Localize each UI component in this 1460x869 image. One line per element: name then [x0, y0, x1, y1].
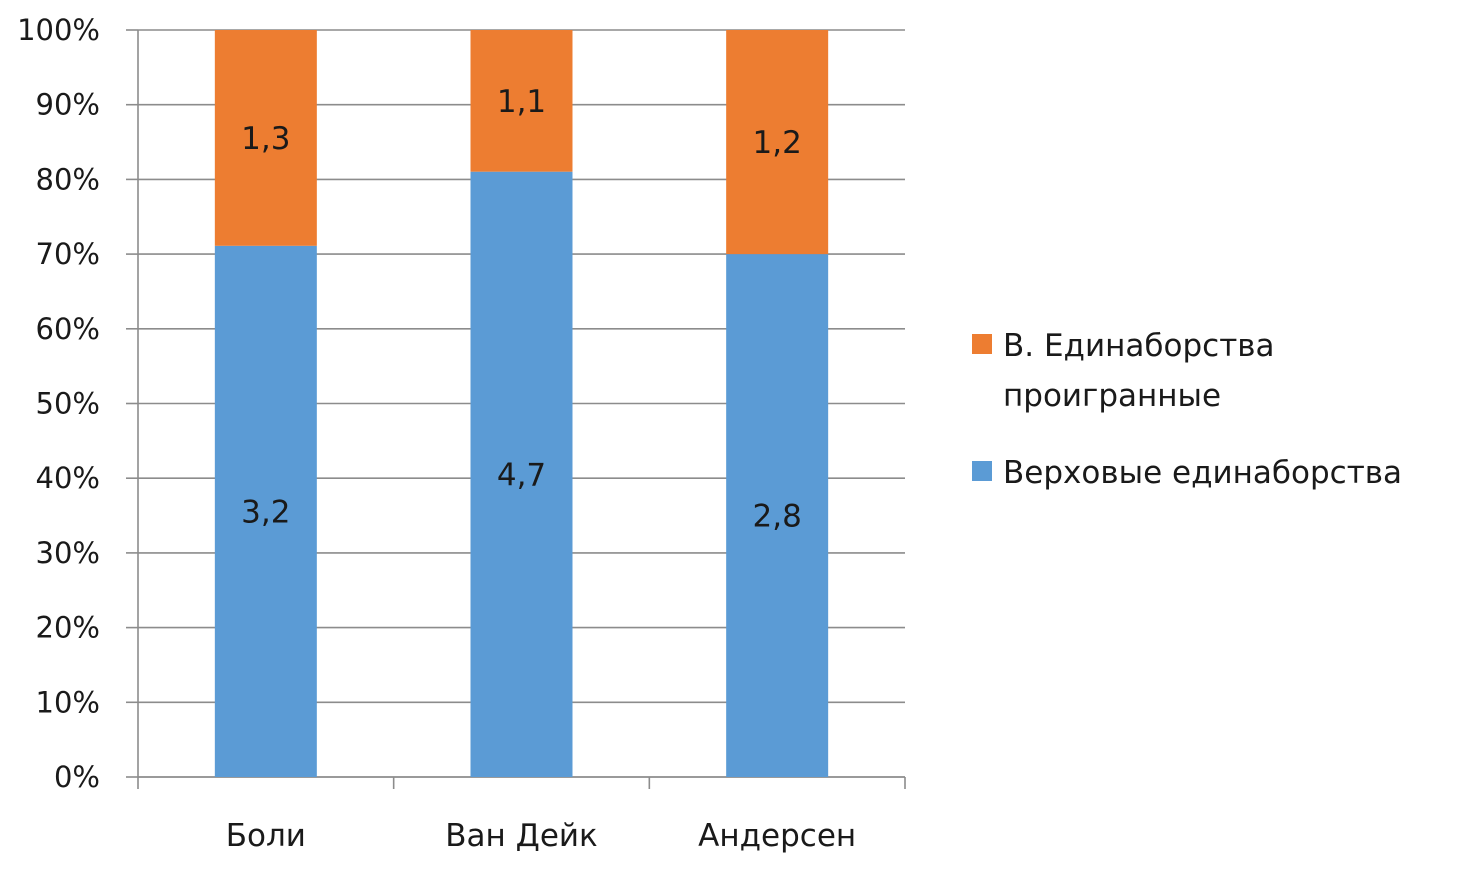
- data-label: 1,3: [241, 121, 290, 157]
- y-tick-label: 30%: [36, 536, 100, 570]
- legend-label: В. Единаборства: [1003, 328, 1275, 364]
- data-labels: 3,2 1,3 4,7 1,1 2,8 1,2: [241, 84, 802, 535]
- data-label: 4,7: [497, 457, 546, 493]
- bar-segment: [214, 245, 317, 778]
- data-label: 1,1: [497, 84, 546, 120]
- y-tick-label: 0%: [54, 760, 100, 794]
- bar-segment: [726, 30, 829, 255]
- x-category-label: Андерсен: [698, 818, 856, 854]
- bar-segment: [470, 30, 573, 172]
- y-tick-label: 40%: [36, 461, 100, 495]
- legend-label: Верховые единаборства: [1003, 455, 1402, 491]
- y-tick-label: 50%: [36, 387, 100, 421]
- legend: В. Единаборства проигранные Верховые едина…: [972, 328, 1402, 491]
- bar-segment: [726, 254, 829, 778]
- x-axis: Боли Ван Дейк Андерсен: [137, 776, 906, 854]
- y-axis: 0% 10% 20% 30% 40% 50% 60% 70% 80% 90% 100%: [17, 13, 139, 794]
- data-label: 3,2: [241, 494, 290, 530]
- y-tick-label: 10%: [36, 685, 100, 719]
- x-category-label: Ван Дейк: [445, 818, 598, 854]
- y-tick-label: 80%: [36, 162, 100, 196]
- legend-swatch: [972, 334, 992, 354]
- y-tick-label: 90%: [36, 88, 100, 122]
- bars: [214, 30, 829, 778]
- x-category-label: Боли: [226, 818, 306, 854]
- y-tick-label: 100%: [17, 13, 100, 47]
- data-label: 2,8: [753, 499, 802, 535]
- bar-segment: [214, 30, 317, 246]
- legend-label: проигранные: [1003, 378, 1221, 414]
- bar-segment: [470, 171, 573, 777]
- legend-swatch: [972, 461, 992, 481]
- data-label: 1,2: [753, 125, 802, 161]
- y-tick-label: 20%: [36, 611, 100, 645]
- y-tick-label: 70%: [36, 237, 100, 271]
- y-tick-label: 60%: [36, 312, 100, 346]
